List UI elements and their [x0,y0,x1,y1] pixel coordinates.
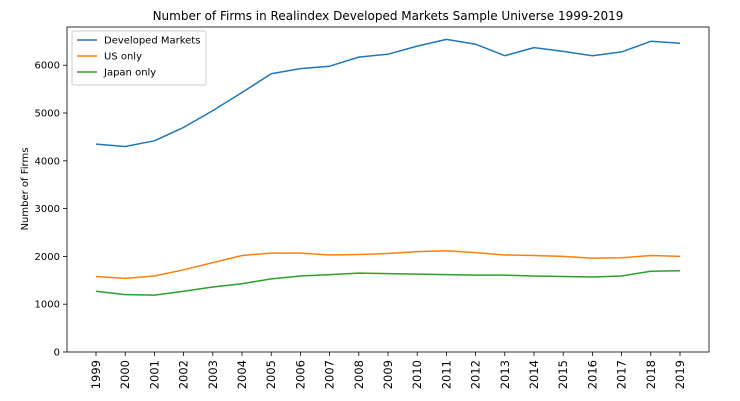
legend-label-developed-markets: Developed Markets [104,36,200,47]
x-tick-label: 2019 [673,360,687,389]
x-tick-label: 2010 [410,360,424,389]
x-tick-label: 2007 [323,360,337,389]
y-tick-label: 0 [54,348,60,359]
series-line-us-only [95,249,681,280]
x-tick-label: 2011 [439,360,453,389]
x-tick-label: 2008 [352,360,366,389]
x-tick-label: 2018 [644,360,658,389]
x-tick-label: 2012 [469,360,483,389]
legend-label-us-only: US only [104,52,142,63]
y-tick-label: 5000 [35,109,60,120]
x-tick-label: 1999 [89,360,103,389]
series-line-developed-markets [95,38,681,148]
legend-label-japan-only: Japan only [103,68,156,79]
legend-box [71,30,207,86]
x-tick-label: 2009 [381,360,395,389]
x-tick-label: 2006 [293,360,307,389]
y-axis-label: Number of Firms [20,148,31,231]
x-tick-label: 2004 [235,360,249,389]
x-tick-label: 2016 [585,360,599,389]
x-tick-label: 2017 [615,360,629,389]
y-tick-label: 4000 [35,156,60,167]
x-tick-label: 2000 [118,360,132,389]
y-tick-label: 2000 [35,252,60,263]
y-tick-label: 1000 [35,300,60,311]
x-tick-label: 2003 [206,360,220,389]
x-tick-label: 2001 [147,360,161,389]
x-tick-label: 2015 [556,360,570,389]
x-tick-label: 2002 [177,360,191,389]
x-tick-label: 2013 [498,360,512,389]
y-tick-label: 6000 [35,61,60,72]
chart-title: Number of Firms in Realindex Developed M… [153,9,624,23]
plot-area: 0 1000 2000 3000 4000 5000 6000 1999 2000 2001 200… [35,26,710,389]
y-tick-label: 3000 [35,204,60,215]
legend: Developed Markets US only Japan only [71,30,207,86]
x-tick-label: 2005 [264,360,278,389]
x-tick-label: 2014 [527,360,541,389]
series-line-japan-only [95,270,681,296]
